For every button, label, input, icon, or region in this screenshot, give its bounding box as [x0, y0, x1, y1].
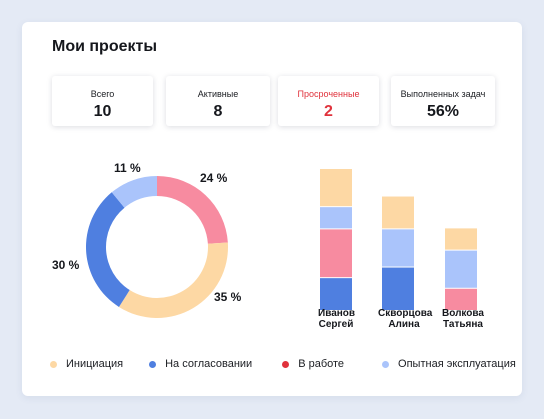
stat-label: Активные — [197, 89, 239, 99]
legend-item: На согласовании — [149, 358, 252, 370]
pie-label: 35 % — [214, 290, 242, 304]
pie-slice — [111, 176, 157, 208]
bar-segment — [445, 250, 477, 288]
legend-dot — [382, 360, 390, 368]
bar-segment — [382, 267, 414, 310]
legend-dot — [149, 360, 157, 368]
chart-legend: Инициация На согласовании В работе Опытн… — [50, 358, 516, 370]
stat-total[interactable]: Всего 10 — [52, 76, 153, 126]
bar-segment — [320, 169, 352, 207]
page-title: Мои проекты — [52, 38, 157, 55]
stat-active[interactable]: Активные 8 — [166, 76, 270, 126]
stat-completed-tasks[interactable]: Выполненных задач 56% — [391, 76, 495, 126]
workload-bar-chart — [320, 169, 477, 310]
stat-label: Всего — [90, 89, 115, 99]
bar-category-label: Скворцова Алина — [378, 308, 433, 330]
stat-value: 8 — [213, 103, 223, 120]
bar-segment — [320, 278, 352, 310]
bar-segment — [382, 196, 414, 229]
bar-category-label: Волкова Татьяна — [442, 308, 484, 330]
projects-card: Мои проекты Всего 10 Активные 8 Просроче… — [22, 22, 522, 396]
pie-slice — [157, 176, 228, 244]
pie-label: 30 % — [52, 258, 80, 272]
bar-segment — [445, 228, 477, 250]
pie-label: 24 % — [200, 171, 228, 185]
status-donut-chart — [86, 176, 228, 318]
legend-item: Опытная эксплуатация — [382, 358, 516, 370]
stat-value: 10 — [93, 103, 112, 120]
bar-category-label: Иванов Сергей — [318, 308, 356, 330]
legend-dot — [282, 360, 290, 368]
pie-label: 11 % — [114, 161, 141, 175]
stat-value: 56% — [426, 103, 460, 120]
pie-slice — [86, 192, 130, 307]
stat-label: Просроченные — [297, 89, 360, 99]
stat-overdue[interactable]: Просроченные 2 — [278, 76, 379, 126]
bar-segment — [445, 288, 477, 310]
legend-dot — [50, 360, 57, 368]
stat-label: Выполненных задач — [400, 89, 486, 99]
legend-item: В работе — [282, 358, 344, 370]
bar-segment — [320, 229, 352, 278]
pie-slice — [118, 242, 228, 318]
legend-item: Инициация — [50, 358, 123, 370]
stat-value: 2 — [324, 103, 333, 120]
bar-segment — [382, 229, 414, 267]
bar-segment — [320, 207, 352, 229]
